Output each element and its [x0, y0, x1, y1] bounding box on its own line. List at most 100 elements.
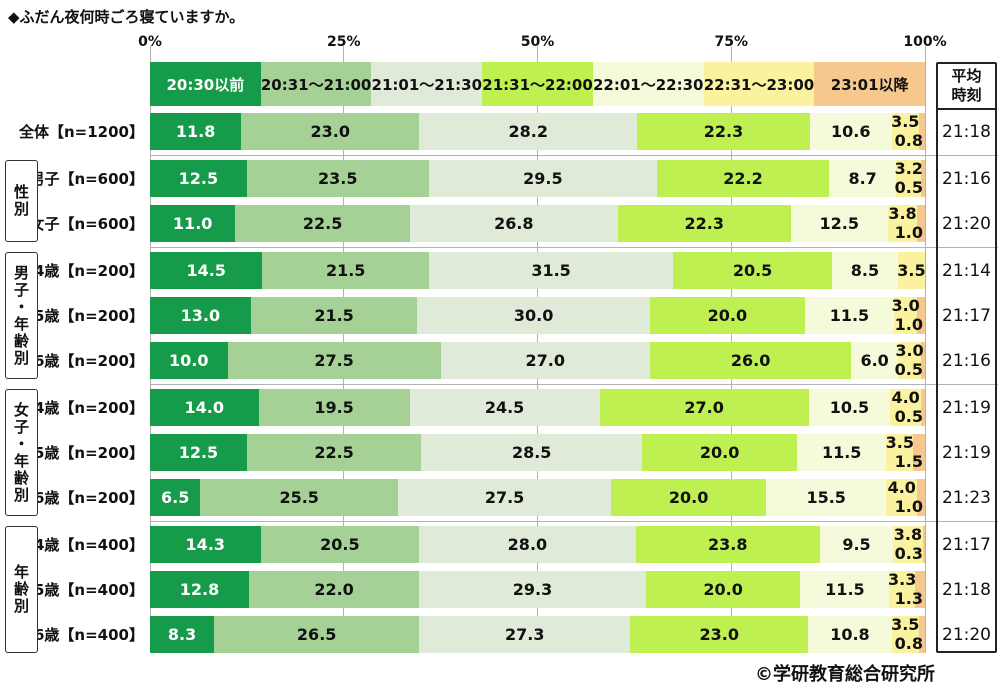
- bar-segment: [917, 205, 925, 242]
- bar-segment: 22.2: [657, 160, 829, 197]
- bar-segment: 12.5: [790, 205, 888, 242]
- segment-value: 29.3: [512, 580, 553, 599]
- bar-segment: [896, 160, 922, 197]
- segment-value: 3.0: [891, 296, 920, 315]
- segment-value: 28.2: [508, 122, 548, 141]
- bar-segment: 28.5: [421, 434, 643, 471]
- segment-value: 8.3: [167, 625, 197, 644]
- row-label: 4歳【n=200】: [34, 262, 144, 280]
- group-label-1: 性別: [5, 160, 38, 242]
- bar-segment: 22.3: [637, 113, 810, 150]
- bar-segment: 6.5: [150, 479, 201, 516]
- group-label-3: 女子・年齢別: [5, 389, 38, 516]
- segment-value: 27.5: [314, 351, 354, 370]
- segment-value: 11.5: [829, 306, 870, 325]
- group-label-4: 年齢別: [5, 526, 38, 653]
- segment-value: 12.5: [178, 169, 219, 188]
- segment-value: 3.5: [891, 112, 920, 131]
- bar-segment: 10.6: [809, 113, 892, 150]
- average-time-value: 21:20: [942, 624, 991, 645]
- bar-row: 14.5 21.5 31.5 20.5 8.5 3.5: [150, 252, 926, 289]
- bar-segment: 14.0: [150, 389, 259, 426]
- segment-value: 10.6: [830, 122, 871, 141]
- bar-row: 12.5 23.5 29.5 22.2 8.7 3.2 0.5: [150, 160, 925, 197]
- segment-value: 1.5: [894, 452, 923, 471]
- bar-segment: 11.5: [804, 297, 894, 334]
- bar-segment: 20.0: [611, 479, 767, 516]
- segment-value: 8.5: [850, 261, 880, 280]
- bar-row: 12.5 22.5 28.5 20.0 11.5 3.5 1.5: [150, 434, 925, 471]
- average-time-header: 平均時刻: [938, 64, 995, 110]
- bar-segment: 30.0: [417, 297, 650, 334]
- segment-value: 0.5: [894, 407, 923, 426]
- bar-segment: 10.8: [808, 616, 892, 653]
- segment-value: 4.0: [891, 388, 920, 407]
- bar-segment: [889, 571, 915, 608]
- bar-row: 6.5 25.5 27.5 20.0 15.5 4.0 1.0: [150, 479, 925, 516]
- segment-value: 20.0: [699, 443, 740, 462]
- segment-value: 10.8: [830, 625, 870, 644]
- segment-value: 11.8: [175, 122, 216, 141]
- axis-tick-label: 100%: [903, 34, 947, 50]
- bar-segment: [914, 571, 925, 608]
- segment-value: 8.7: [848, 169, 877, 188]
- bar-segment: 22.5: [246, 434, 422, 471]
- bar-segment: 23.0: [630, 616, 809, 653]
- bar-segment: 22.3: [617, 205, 791, 242]
- row-label: 男子【n=600】: [29, 170, 144, 188]
- segment-value: 22.2: [723, 169, 763, 188]
- group-separator: [150, 521, 998, 522]
- segment-value: 27.3: [504, 625, 545, 644]
- segment-value: 19.5: [314, 398, 354, 417]
- average-time-value: 21:17: [942, 534, 991, 555]
- segment-value: 6.0: [860, 351, 889, 370]
- legend-item: 23:01以降: [814, 62, 926, 106]
- segment-value: 21.5: [314, 306, 354, 325]
- row-label: 4歳【n=400】: [34, 536, 144, 554]
- bar-segment: 27.5: [227, 342, 441, 379]
- segment-value: 0.3: [894, 544, 923, 563]
- bar-segment: [891, 616, 919, 653]
- segment-value: 25.5: [279, 488, 319, 507]
- chart-title: ◆ふだん夜何時ごろ寝ていますか。: [8, 8, 245, 26]
- average-time-value: 21:16: [942, 168, 991, 189]
- bar-segment: [917, 479, 925, 516]
- bar-segment: [917, 297, 925, 334]
- bar-row: 14.3 20.5 28.0 23.8 9.5 3.8 0.3: [150, 526, 925, 563]
- segment-value: 26.0: [730, 351, 771, 370]
- segment-value: 1.3: [894, 589, 923, 608]
- bar-segment: 26.8: [409, 205, 618, 242]
- segment-value: 20.0: [707, 306, 748, 325]
- segment-value: 4.0: [887, 478, 916, 497]
- segment-value: 1.0: [894, 223, 923, 242]
- segment-value: 22.3: [703, 122, 744, 141]
- bar-segment: [894, 297, 918, 334]
- legend-item: 20:31～21:00: [260, 62, 372, 106]
- segment-value: 3.3: [888, 570, 917, 589]
- segment-value: 0.5: [894, 360, 923, 379]
- segment-value: 1.0: [894, 497, 923, 516]
- bar-segment: 8.3: [150, 616, 215, 653]
- bar-row: 8.3 26.5 27.3 23.0 10.8 3.5 0.8: [150, 616, 925, 653]
- segment-value: 10.5: [829, 398, 870, 417]
- segment-value: 20.5: [732, 261, 773, 280]
- bar-segment: 11.5: [800, 571, 890, 608]
- segment-value: 24.5: [484, 398, 525, 417]
- segment-value: 3.5: [897, 260, 926, 280]
- segment-value: 26.8: [494, 214, 534, 233]
- bar-segment: [886, 434, 914, 471]
- segment-value: 22.5: [314, 443, 354, 462]
- bar-segment: 20.5: [673, 252, 832, 289]
- average-time-value: 21:20: [942, 213, 991, 234]
- bar-segment: 28.2: [419, 113, 638, 150]
- bar-row: 10.0 27.5 27.0 26.0 6.0 3.0 0.5: [150, 342, 925, 379]
- average-time-value: 21:14: [942, 260, 991, 281]
- bar-segment: 11.5: [797, 434, 887, 471]
- bar-segment: 22.0: [249, 571, 420, 608]
- bar-segment: 12.8: [150, 571, 249, 608]
- bar-segment: 24.5: [409, 389, 600, 426]
- segment-value: 13.0: [180, 306, 221, 325]
- bar-segment: 26.0: [649, 342, 852, 379]
- bar-segment: 15.5: [766, 479, 887, 516]
